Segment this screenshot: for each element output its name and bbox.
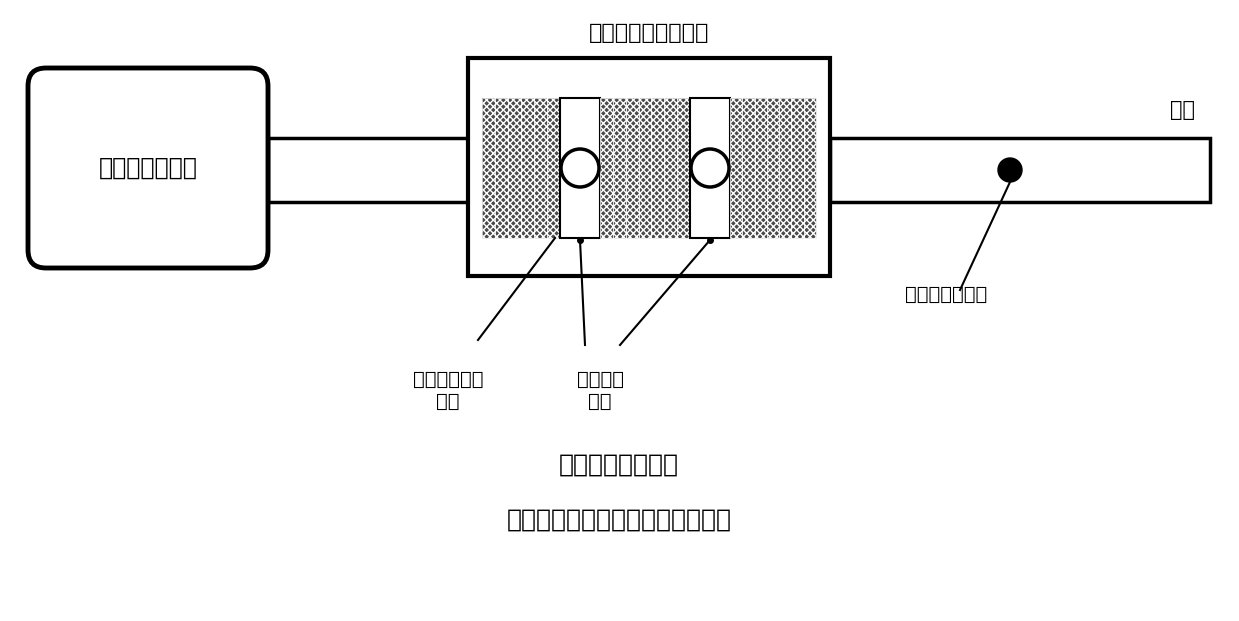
Text: 穿透探测传感器: 穿透探测传感器 — [904, 285, 987, 304]
Text: 带刻度的透明
窗材: 带刻度的透明 窗材 — [413, 370, 483, 411]
Bar — [482, 98, 560, 238]
Bar — [268, 138, 468, 202]
FancyBboxPatch shape — [28, 68, 268, 268]
Bar — [560, 98, 600, 238]
Text: 色探测传
感器: 色探测传 感器 — [576, 370, 623, 411]
Bar — [482, 98, 817, 238]
Circle shape — [561, 149, 598, 187]
Text: 经改良的卤素气体去除系统的构成: 经改良的卤素气体去除系统的构成 — [507, 508, 731, 532]
Text: 卤素气体去除系统: 卤素气体去除系统 — [559, 453, 679, 477]
Text: 卤素气体排出源: 卤素气体排出源 — [99, 156, 197, 180]
Text: 卤素气体去除剂管柱: 卤素气体去除剂管柱 — [589, 23, 709, 43]
Circle shape — [997, 158, 1022, 182]
Bar — [468, 58, 830, 276]
Text: 排气: 排气 — [1170, 100, 1194, 120]
Bar — [690, 98, 730, 238]
Circle shape — [691, 149, 729, 187]
Bar — [830, 138, 1211, 202]
Bar — [600, 98, 690, 238]
Bar — [730, 98, 817, 238]
